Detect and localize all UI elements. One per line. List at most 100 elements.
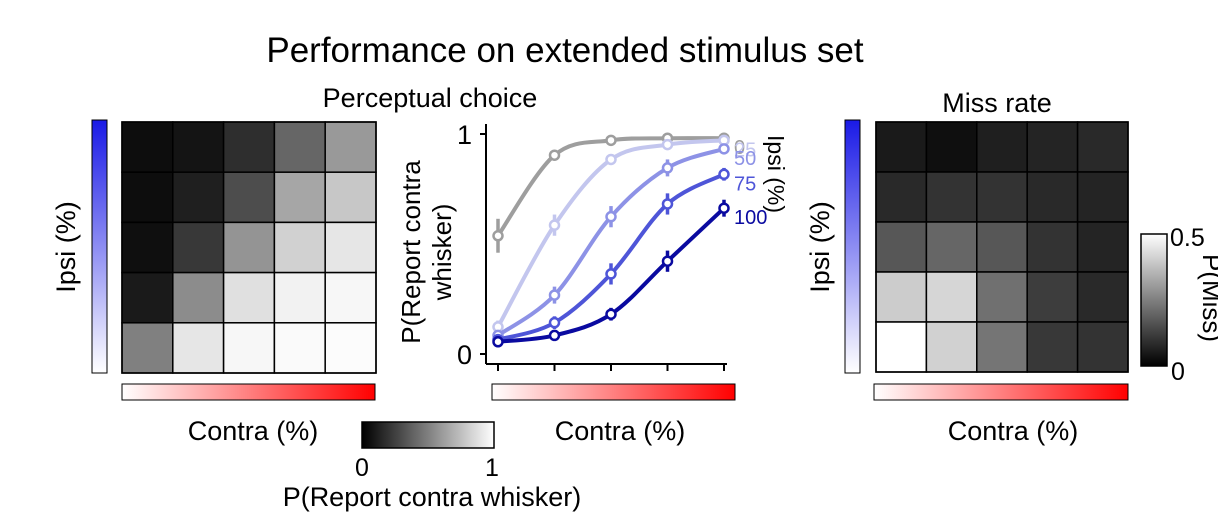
miss-colorbar-max: 0.5 — [1170, 224, 1205, 252]
choice-cell-r3-c0 — [121, 271, 174, 324]
miss-cell-r1-c3 — [1026, 171, 1079, 223]
miss-cell-r0-c3 — [1026, 121, 1079, 173]
psychometric-point-ipsi-100-1 — [548, 329, 561, 342]
choice-cell-r2-c3 — [273, 221, 326, 274]
miss-cell-r4-c1 — [925, 321, 978, 373]
psychometric-xlabel: Contra (%) — [555, 416, 686, 446]
choice-heatmap-panel: Perceptual choice Ipsi (%) Contra (%) 0 … — [51, 83, 581, 512]
figure-title: Performance on extended stimulus set — [266, 31, 864, 70]
miss-cell-r3-c3 — [1026, 271, 1079, 323]
miss-cell-r4-c0 — [875, 321, 928, 373]
choice-cell-r2-c1 — [172, 221, 225, 274]
psychometric-line-ipsi-25 — [496, 138, 726, 329]
choice-cell-r0-c3 — [273, 121, 326, 173]
choice-cell-r0-c0 — [121, 121, 174, 173]
choice-cell-r4-c0 — [121, 322, 174, 374]
psychometric-point-ipsi-100-0 — [492, 336, 504, 348]
psychometric-point-ipsi-25-3 — [661, 138, 674, 151]
psychometric-legend-ipsi-0: 0 — [734, 137, 745, 159]
choice-cell-r1-c4 — [324, 171, 377, 224]
psychometric-ytick-label-0: 0 — [457, 340, 472, 370]
psychometric-point-ipsi-50-1 — [548, 289, 561, 301]
miss-cell-r1-c2 — [976, 171, 1028, 223]
choice-contra-gradient-bar — [121, 383, 376, 401]
choice-cell-r4-c1 — [172, 322, 225, 374]
choice-cell-r2-c2 — [222, 221, 276, 274]
choice-cell-r3-c4 — [324, 271, 377, 324]
miss-heatmap-cells — [875, 121, 1129, 373]
choice-cell-r0-c1 — [172, 121, 225, 173]
choice-colorbar-max: 1 — [485, 454, 499, 482]
miss-cell-r3-c4 — [1076, 271, 1129, 323]
psychometric-legend-ipsi-75: 75 — [734, 173, 756, 195]
choice-cell-r3-c3 — [273, 271, 326, 324]
miss-cell-r1-c4 — [1076, 171, 1129, 223]
psychometric-point-ipsi-75-2 — [605, 268, 617, 280]
psychometric-point-ipsi-75-1 — [548, 316, 561, 329]
choice-cell-r2-c4 — [324, 221, 377, 274]
choice-cell-r2-c0 — [121, 221, 174, 274]
choice-cell-r1-c1 — [172, 171, 225, 224]
psychometric-series — [492, 132, 730, 348]
psychometric-point-ipsi-0-0 — [492, 230, 504, 242]
psychometric-contra-gradient-bar — [491, 383, 736, 401]
miss-cell-r0-c2 — [976, 121, 1028, 173]
psychometric-ylabel: P(Report contrawhisker) — [396, 160, 457, 344]
miss-contra-gradient-bar — [873, 383, 1129, 401]
psychometric-point-ipsi-0-2 — [605, 134, 617, 147]
miss-colorbar-label: P(Miss) — [1197, 254, 1218, 342]
miss-cell-r3-c0 — [875, 271, 928, 323]
choice-heatmap-frame — [121, 121, 377, 374]
choice-ipsi-gradient-bar — [91, 119, 108, 374]
choice-heatmap-cells — [121, 121, 377, 374]
psychometric-point-ipsi-0-1 — [548, 149, 561, 161]
miss-heatmap-xlabel: Contra (%) — [948, 416, 1079, 446]
psychometric-legend-title: Ipsi (%) — [763, 135, 789, 213]
miss-cell-r4-c3 — [1026, 321, 1079, 373]
miss-cell-r1-c0 — [875, 171, 928, 223]
miss-cell-r3-c1 — [925, 271, 978, 323]
psychometric-x-ticks — [497, 364, 725, 371]
psychometric-point-ipsi-50-2 — [605, 210, 617, 223]
choice-cell-r1-c0 — [121, 171, 174, 224]
psychometric-point-ipsi-100-2 — [605, 308, 617, 320]
choice-cell-r0-c2 — [222, 121, 276, 173]
psychometric-point-ipsi-100-3 — [661, 255, 674, 267]
psychometric-point-ipsi-75-4 — [718, 168, 730, 181]
psychometric-point-ipsi-50-3 — [661, 162, 674, 174]
choice-cell-r1-c2 — [222, 171, 276, 224]
psychometric-point-ipsi-100-4 — [718, 202, 730, 214]
miss-cell-r0-c1 — [925, 121, 978, 173]
miss-colorbar — [1140, 233, 1168, 367]
choice-cell-r4-c4 — [324, 322, 377, 374]
miss-cell-r0-c0 — [875, 121, 928, 173]
miss-cell-r3-c2 — [976, 271, 1028, 323]
choice-cell-r4-c2 — [222, 322, 276, 374]
miss-heatmap-panel: Miss rate Ipsi (%) Contra (%) 0.5 0 P(Mi… — [805, 88, 1218, 446]
choice-colorbar-label: P(Report contra whisker) — [283, 482, 582, 512]
miss-heatmap-ylabel: Ipsi (%) — [805, 201, 835, 293]
miss-cell-r4-c4 — [1076, 321, 1129, 373]
miss-cell-r1-c1 — [925, 171, 978, 223]
choice-heatmap-ylabel: Ipsi (%) — [51, 201, 81, 293]
choice-colorbar-min: 0 — [355, 454, 369, 482]
psychometric-ytick-label-1: 1 — [457, 120, 472, 150]
psychometric-legend-ipsi-25: 25 — [734, 139, 756, 161]
choice-cell-r3-c2 — [222, 271, 276, 324]
choice-cell-r3-c1 — [172, 271, 225, 324]
choice-cell-r1-c3 — [273, 171, 326, 224]
miss-colorbar-min: 0 — [1171, 358, 1185, 386]
psychometric-point-ipsi-50-4 — [718, 143, 730, 155]
miss-heatmap-frame — [875, 121, 1129, 373]
choice-heatmap-title: Perceptual choice — [323, 83, 538, 113]
miss-cell-r2-c2 — [976, 221, 1028, 273]
choice-heatmap-xlabel: Contra (%) — [188, 416, 319, 446]
psychometric-legend-ipsi-100: 100 — [734, 207, 767, 229]
psychometric-point-ipsi-25-1 — [548, 219, 561, 231]
miss-cell-r2-c4 — [1076, 221, 1129, 273]
miss-cell-r2-c3 — [1026, 221, 1079, 273]
psychometric-point-ipsi-75-3 — [661, 198, 674, 210]
